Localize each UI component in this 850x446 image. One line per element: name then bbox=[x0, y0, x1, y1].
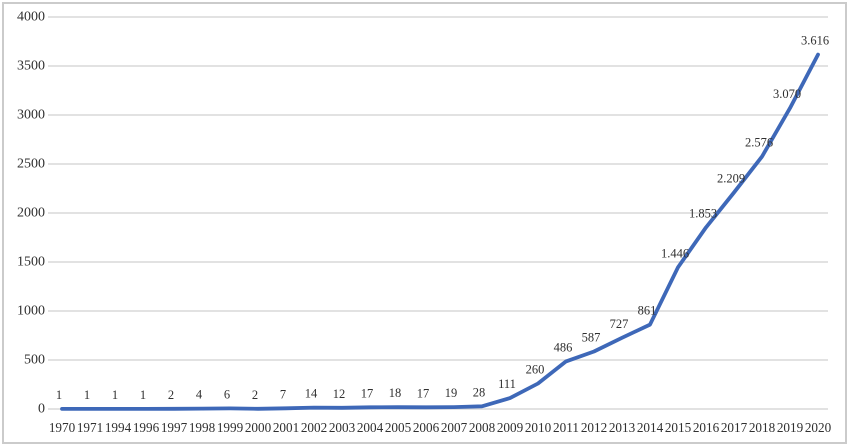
x-tick-label: 2002 bbox=[301, 420, 327, 435]
data-label: 3.070 bbox=[773, 87, 801, 101]
x-tick-label: 2017 bbox=[721, 420, 748, 435]
data-label: 1 bbox=[56, 388, 62, 402]
x-tick-label: 1994 bbox=[105, 420, 132, 435]
data-label: 2 bbox=[252, 388, 258, 402]
x-tick-label: 1971 bbox=[77, 420, 103, 435]
data-label: 18 bbox=[389, 386, 402, 400]
y-tick-label: 0 bbox=[38, 402, 45, 417]
data-label: 19 bbox=[445, 386, 458, 400]
y-tick-label: 2000 bbox=[17, 206, 45, 221]
data-label: 1 bbox=[84, 388, 90, 402]
x-tick-label: 2013 bbox=[609, 420, 636, 435]
y-tick-label: 1500 bbox=[17, 255, 45, 270]
data-label: 1 bbox=[112, 388, 118, 402]
x-tick-label: 2000 bbox=[245, 420, 272, 435]
x-tick-label: 2001 bbox=[273, 420, 299, 435]
x-tick-label: 1996 bbox=[133, 420, 160, 435]
x-tick-label: 2012 bbox=[581, 420, 607, 435]
x-tick-label: 2010 bbox=[525, 420, 552, 435]
x-tick-label: 2014 bbox=[637, 420, 664, 435]
y-tick-label: 3500 bbox=[17, 59, 45, 74]
x-tick-label: 2009 bbox=[497, 420, 524, 435]
y-tick-label: 1000 bbox=[17, 304, 45, 319]
data-label: 7 bbox=[280, 387, 286, 401]
data-label: 486 bbox=[554, 340, 573, 354]
x-tick-label: 1999 bbox=[217, 420, 244, 435]
data-label: 587 bbox=[582, 330, 601, 344]
x-tick-label: 2018 bbox=[749, 420, 776, 435]
y-tick-label: 4000 bbox=[17, 10, 45, 25]
data-label: 260 bbox=[526, 363, 545, 377]
x-tick-label: 1997 bbox=[161, 420, 188, 435]
data-label: 2.576 bbox=[745, 136, 773, 150]
x-tick-label: 2011 bbox=[553, 420, 579, 435]
x-tick-label: 2008 bbox=[469, 420, 496, 435]
data-label: 3.616 bbox=[801, 34, 829, 48]
data-label: 17 bbox=[361, 386, 374, 400]
x-tick-label: 2006 bbox=[413, 420, 440, 435]
data-label: 2.209 bbox=[717, 172, 745, 186]
x-tick-label: 2020 bbox=[805, 420, 832, 435]
data-label: 12 bbox=[333, 387, 346, 401]
x-tick-label: 1970 bbox=[49, 420, 76, 435]
data-label: 2 bbox=[168, 388, 174, 402]
data-label: 727 bbox=[610, 317, 629, 331]
y-tick-label: 3000 bbox=[17, 108, 45, 123]
y-tick-label: 2500 bbox=[17, 157, 45, 172]
data-label: 1.853 bbox=[689, 206, 717, 220]
data-label: 14 bbox=[305, 387, 318, 401]
x-tick-label: 2019 bbox=[777, 420, 804, 435]
data-label: 4 bbox=[196, 388, 203, 402]
x-tick-label: 2016 bbox=[693, 420, 720, 435]
x-tick-label: 2003 bbox=[329, 420, 356, 435]
data-label: 28 bbox=[473, 385, 486, 399]
x-tick-label: 2004 bbox=[357, 420, 384, 435]
data-label: 111 bbox=[498, 377, 516, 391]
y-tick-label: 500 bbox=[24, 353, 45, 368]
data-label: 6 bbox=[224, 387, 230, 401]
data-label: 17 bbox=[417, 386, 430, 400]
x-tick-label: 2005 bbox=[385, 420, 412, 435]
x-tick-label: 2007 bbox=[441, 420, 468, 435]
series-line bbox=[60, 52, 820, 411]
data-label: 1.446 bbox=[661, 246, 689, 260]
x-tick-label: 2015 bbox=[665, 420, 692, 435]
data-label: 1 bbox=[140, 388, 146, 402]
data-label: 861 bbox=[638, 304, 657, 318]
x-tick-label: 1998 bbox=[189, 420, 216, 435]
